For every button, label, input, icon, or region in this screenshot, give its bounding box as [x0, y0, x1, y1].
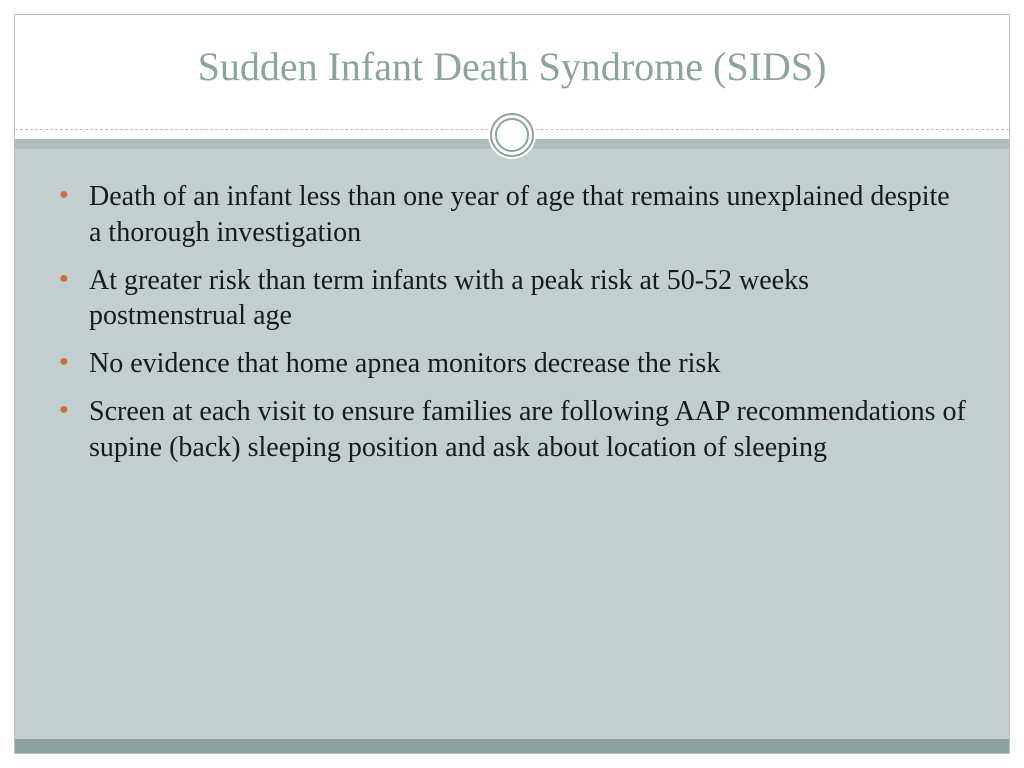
list-item: At greater risk than term infants with a… — [59, 263, 969, 335]
bullet-list: Death of an infant less than one year of… — [59, 179, 969, 466]
slide-container: Sudden Infant Death Syndrome (SIDS) Deat… — [14, 14, 1010, 754]
content-area: Death of an infant less than one year of… — [15, 149, 1009, 741]
list-item: Death of an infant less than one year of… — [59, 179, 969, 251]
footer-accent-bar — [15, 739, 1009, 753]
list-item: Screen at each visit to ensure families … — [59, 394, 969, 466]
title-area: Sudden Infant Death Syndrome (SIDS) — [15, 15, 1009, 121]
list-item: No evidence that home apnea monitors dec… — [59, 346, 969, 382]
ring-icon — [488, 111, 536, 159]
slide-title: Sudden Infant Death Syndrome (SIDS) — [15, 43, 1009, 90]
title-divider — [15, 121, 1009, 149]
